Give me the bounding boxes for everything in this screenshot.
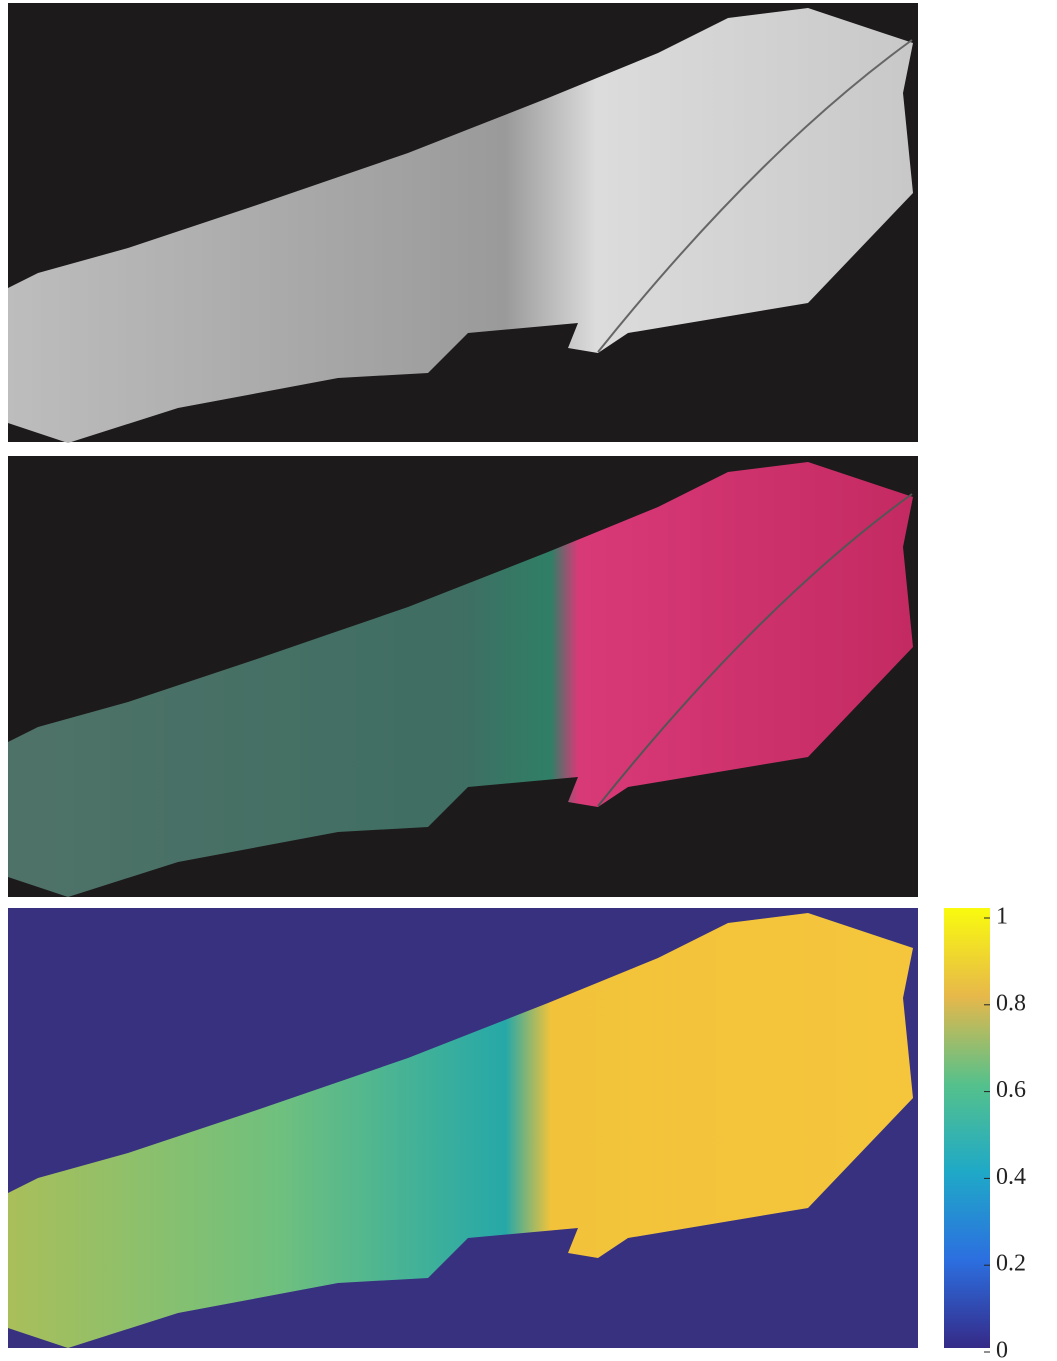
panel-index-map [8,908,918,1348]
colorbar-tick-label: 0.8 [996,990,1026,1016]
figure: 0 0.2 0.4 0.6 0.8 1 [0,0,1057,1361]
panel-grayscale [8,3,918,443]
colorbar-tick-label: 0.4 [996,1164,1026,1190]
colorbar-tick-label: 0 [996,1338,1008,1361]
colorbar-tick-label: 1 [996,904,1008,930]
colorbar-tick-label: 0.6 [996,1077,1026,1103]
colorbar-tick-label: 0.2 [996,1251,1026,1277]
panel-false-color [8,456,918,897]
page: 00.20.40.60.81 (() => { const data = JSO… [0,0,1057,1361]
colorbar: 0 0.2 0.4 0.6 0.8 1 [944,904,1026,1361]
colorbar-scale [944,908,990,1348]
